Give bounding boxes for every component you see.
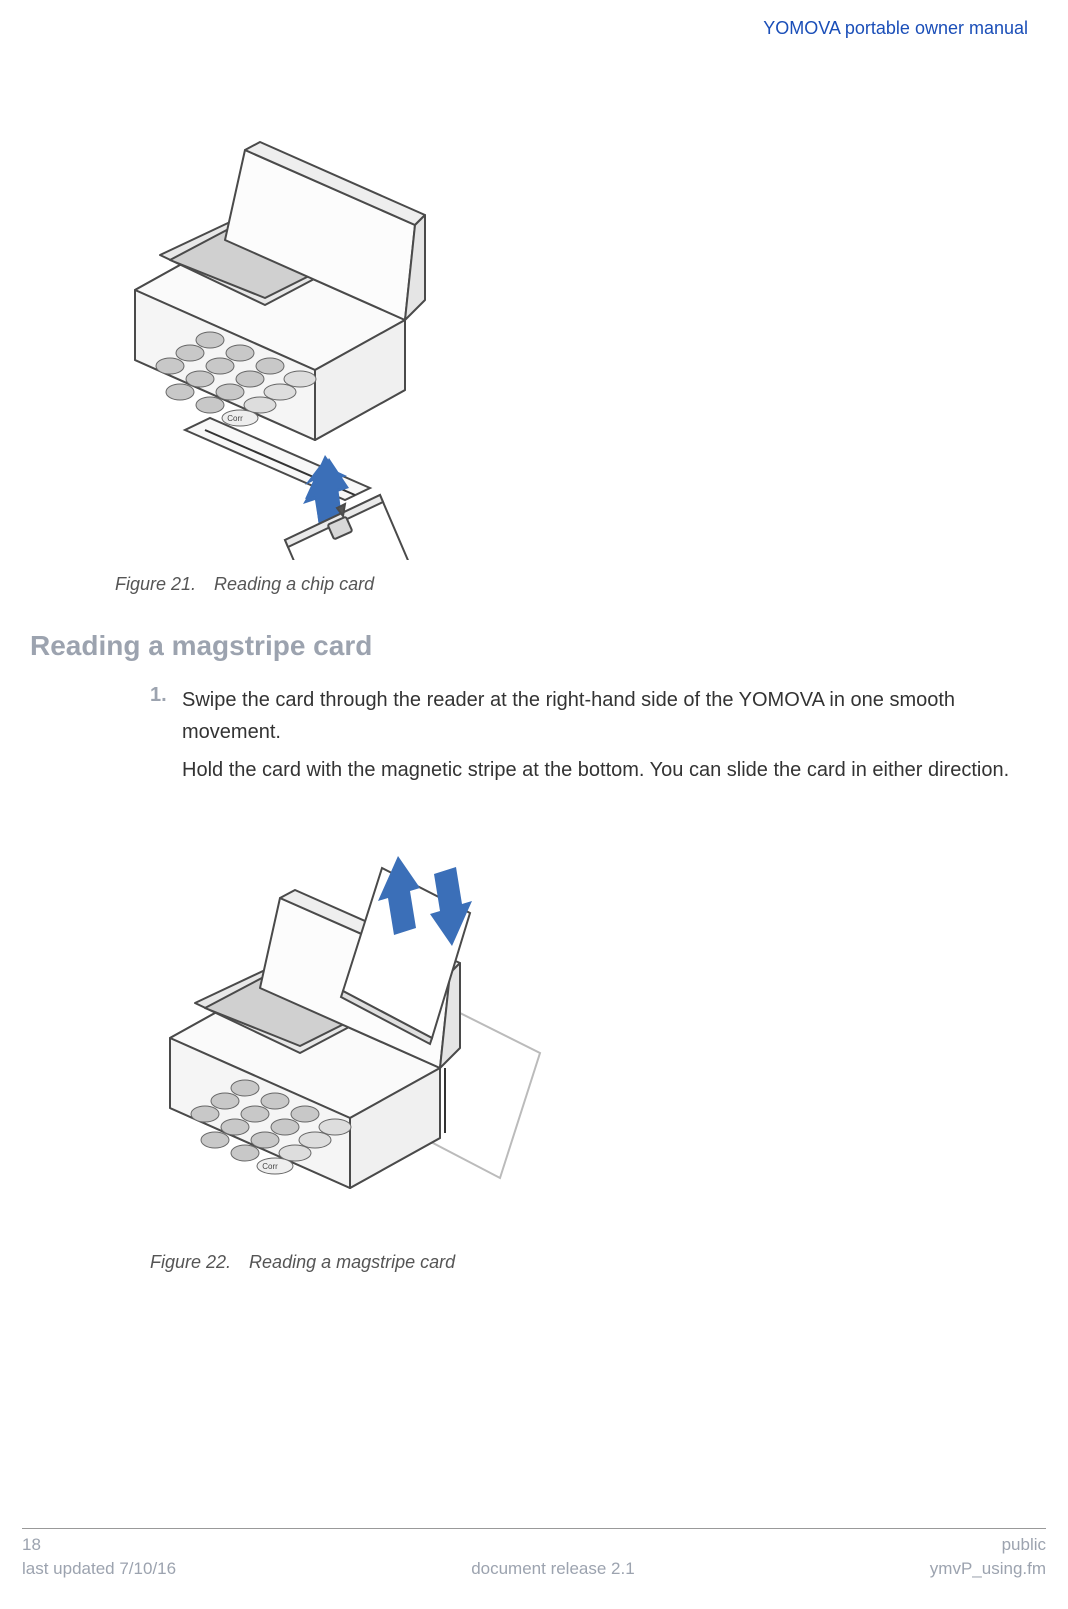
figure-21-caption-text: Reading a chip card: [214, 574, 374, 594]
figure-22-block: Corr Figure 22. Reading a magstripe card: [150, 808, 1038, 1273]
footer-doc-release: document release 2.1: [471, 1557, 635, 1581]
step-1-number: 1.: [150, 684, 172, 707]
page-content: Corr: [30, 120, 1038, 1273]
figure-21-block: Corr: [115, 120, 1038, 595]
figure-22-image: Corr: [150, 808, 560, 1238]
footer-rule: [22, 1528, 1046, 1529]
figure-22-caption-text: Reading a magstripe card: [249, 1252, 455, 1272]
footer-last-updated: last updated 7/10/16: [22, 1557, 176, 1581]
footer-classification: public: [1002, 1533, 1046, 1557]
figure-21-image: Corr: [115, 120, 445, 560]
footer-row-2: last updated 7/10/16 document release 2.…: [22, 1557, 1046, 1581]
figure-21-label: Figure 21.: [115, 574, 196, 594]
footer-row-1: 18 public: [22, 1533, 1046, 1557]
figure-21-caption: Figure 21. Reading a chip card: [115, 574, 1038, 595]
svg-text:Corr: Corr: [262, 1162, 278, 1171]
footer-filename: ymvP_using.fm: [930, 1557, 1046, 1581]
step-1-line-2: Hold the card with the magnetic stripe a…: [182, 754, 1028, 786]
page-header-title: YOMOVA portable owner manual: [763, 18, 1028, 39]
step-1-line-1: Swipe the card through the reader at the…: [182, 684, 1028, 748]
svg-text:Corr: Corr: [227, 414, 243, 423]
step-1-text: Swipe the card through the reader at the…: [182, 684, 1028, 792]
figure-22-caption: Figure 22. Reading a magstripe card: [150, 1252, 1038, 1273]
step-list: 1. Swipe the card through the reader at …: [150, 684, 1028, 792]
section-heading: Reading a magstripe card: [30, 630, 1038, 662]
figure-22-label: Figure 22.: [150, 1252, 231, 1272]
step-1: 1. Swipe the card through the reader at …: [150, 684, 1028, 792]
footer-page-number: 18: [22, 1533, 41, 1557]
page-footer: 18 public last updated 7/10/16 document …: [22, 1528, 1046, 1581]
